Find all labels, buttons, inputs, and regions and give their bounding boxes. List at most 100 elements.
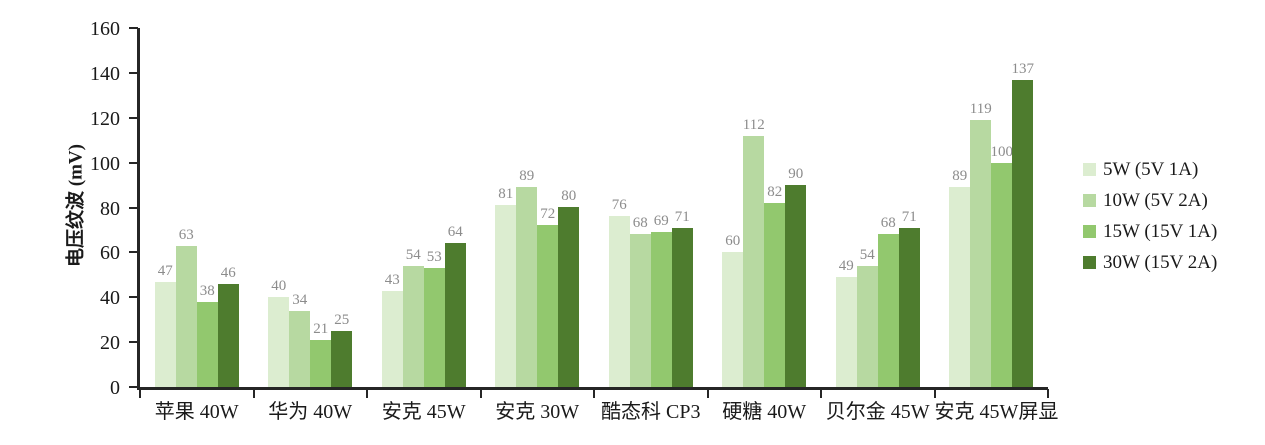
x-axis-tick — [1047, 389, 1049, 398]
bar-column: 82 — [764, 184, 786, 387]
x-category-label: 华为 40W — [268, 401, 353, 423]
plot-area: 47 63 38 46 苹果 40W 40 34 21 25 华为 40W 43 54 53 64 安克 4… — [129, 27, 1058, 424]
bar-value-label: 38 — [199, 283, 215, 299]
bar — [856, 266, 878, 387]
x-category-label: 安克 45W — [381, 401, 466, 423]
bar-value-label: 54 — [405, 247, 421, 263]
y-tick-label: 100 — [90, 152, 120, 175]
bar-column: 119 — [969, 101, 992, 387]
bar-value-label: 25 — [334, 312, 350, 328]
bar-value-label: 21 — [313, 321, 329, 337]
bar-value-label: 63 — [178, 227, 194, 243]
bar-column: 68 — [877, 215, 899, 387]
x-axis-tick — [252, 389, 255, 398]
bar-value-label: 76 — [611, 197, 627, 213]
bar-group: 49 54 68 71 贝尔金 45W — [821, 28, 935, 424]
bar — [381, 291, 403, 387]
bar-column: 71 — [671, 209, 693, 387]
bar-column: 137 — [1011, 61, 1035, 387]
bar — [444, 243, 466, 387]
bar-column: 89 — [516, 168, 538, 387]
y-axis-tick — [129, 251, 138, 254]
bar-column: 112 — [742, 117, 765, 387]
bar — [268, 297, 290, 387]
bar-value-label: 60 — [725, 233, 741, 249]
y-axis-tick — [129, 161, 138, 164]
x-category-label: 苹果 40W — [154, 401, 239, 423]
bar-value-label: 69 — [653, 213, 669, 229]
bar — [516, 187, 538, 387]
bar-value-label: 82 — [767, 184, 783, 200]
bar-column: 63 — [175, 227, 197, 387]
bar — [423, 268, 445, 387]
bar — [991, 163, 1013, 387]
bar-column: 21 — [310, 321, 332, 387]
bar-value-label: 89 — [519, 168, 535, 184]
bar — [608, 216, 630, 387]
bar — [1012, 80, 1034, 387]
bar-value-label: 54 — [859, 247, 875, 263]
bar-group: 43 54 53 64 安克 45W — [367, 28, 481, 423]
bar-value-label: 81 — [498, 186, 514, 202]
bar-value-label: 89 — [952, 168, 968, 184]
bar — [629, 234, 651, 387]
bar-groups-container: 47 63 38 46 苹果 40W 40 34 21 25 华为 40W 43 54 53 64 安克 4… — [140, 28, 1058, 424]
bar-value-label: 80 — [561, 188, 577, 204]
bar-value-label: 53 — [426, 249, 442, 265]
bar-value-label: 137 — [1011, 61, 1035, 77]
legend-swatch — [1083, 256, 1096, 269]
bar-value-label: 68 — [632, 215, 648, 231]
x-axis-tick — [706, 389, 709, 398]
bar — [722, 252, 744, 387]
x-axis-tick — [139, 389, 141, 398]
bar-column: 43 — [381, 273, 403, 387]
bar-value-label: 64 — [447, 224, 463, 240]
bar-column: 25 — [331, 312, 353, 387]
bar — [537, 225, 559, 387]
bar-column: 54 — [402, 247, 424, 387]
bar — [785, 185, 807, 387]
bar — [331, 331, 353, 387]
bar-column: 81 — [495, 186, 517, 387]
y-axis-tick — [129, 116, 138, 119]
bar — [835, 277, 857, 387]
bar — [743, 136, 765, 387]
y-tick-label: 80 — [100, 197, 120, 220]
bar-column: 40 — [268, 279, 290, 387]
bar-value-label: 72 — [540, 206, 556, 222]
bar — [289, 311, 311, 387]
legend: 5W (5V 1A) 10W (5V 2A) 15W (15V 1A) 30W (15… — [1083, 160, 1217, 284]
bar-column: 100 — [991, 145, 1013, 387]
bar — [495, 205, 517, 387]
bar — [898, 228, 920, 387]
y-axis-tick — [129, 386, 138, 388]
legend-item: 10W (5V 2A) — [1083, 191, 1217, 210]
bar-value-label: 47 — [157, 263, 173, 279]
x-category-label: 安克 30W — [495, 401, 580, 423]
bar-group: 81 89 72 80 安克 30W — [481, 28, 595, 423]
bar-value-label: 119 — [969, 101, 992, 117]
bar-value-label: 112 — [742, 117, 765, 133]
legend-swatch — [1083, 194, 1096, 207]
bar-value-label: 34 — [292, 292, 308, 308]
bar — [558, 207, 580, 387]
y-axis-tick — [129, 296, 138, 299]
bar-column: 72 — [537, 206, 559, 387]
bar-column: 54 — [856, 247, 878, 387]
y-tick-label: 20 — [100, 332, 120, 355]
legend-label: 5W (5V 1A) — [1103, 159, 1199, 180]
y-tick-label: 140 — [90, 62, 120, 85]
bar-value-label: 49 — [838, 258, 854, 274]
bar-value-label: 68 — [880, 215, 896, 231]
bar-column: 47 — [154, 263, 176, 387]
bar-column: 53 — [423, 249, 445, 387]
y-tick-label: 40 — [100, 287, 120, 310]
x-axis-tick — [366, 389, 368, 398]
bar-column: 80 — [558, 188, 580, 387]
bar-group: 47 63 38 46 苹果 40W — [140, 28, 254, 423]
bar — [671, 228, 693, 387]
y-tick-label: 160 — [90, 18, 120, 40]
bar-value-label: 90 — [788, 166, 804, 182]
bar-value-label: 71 — [674, 209, 690, 225]
x-category-label: 贝尔金 45W — [825, 401, 930, 423]
